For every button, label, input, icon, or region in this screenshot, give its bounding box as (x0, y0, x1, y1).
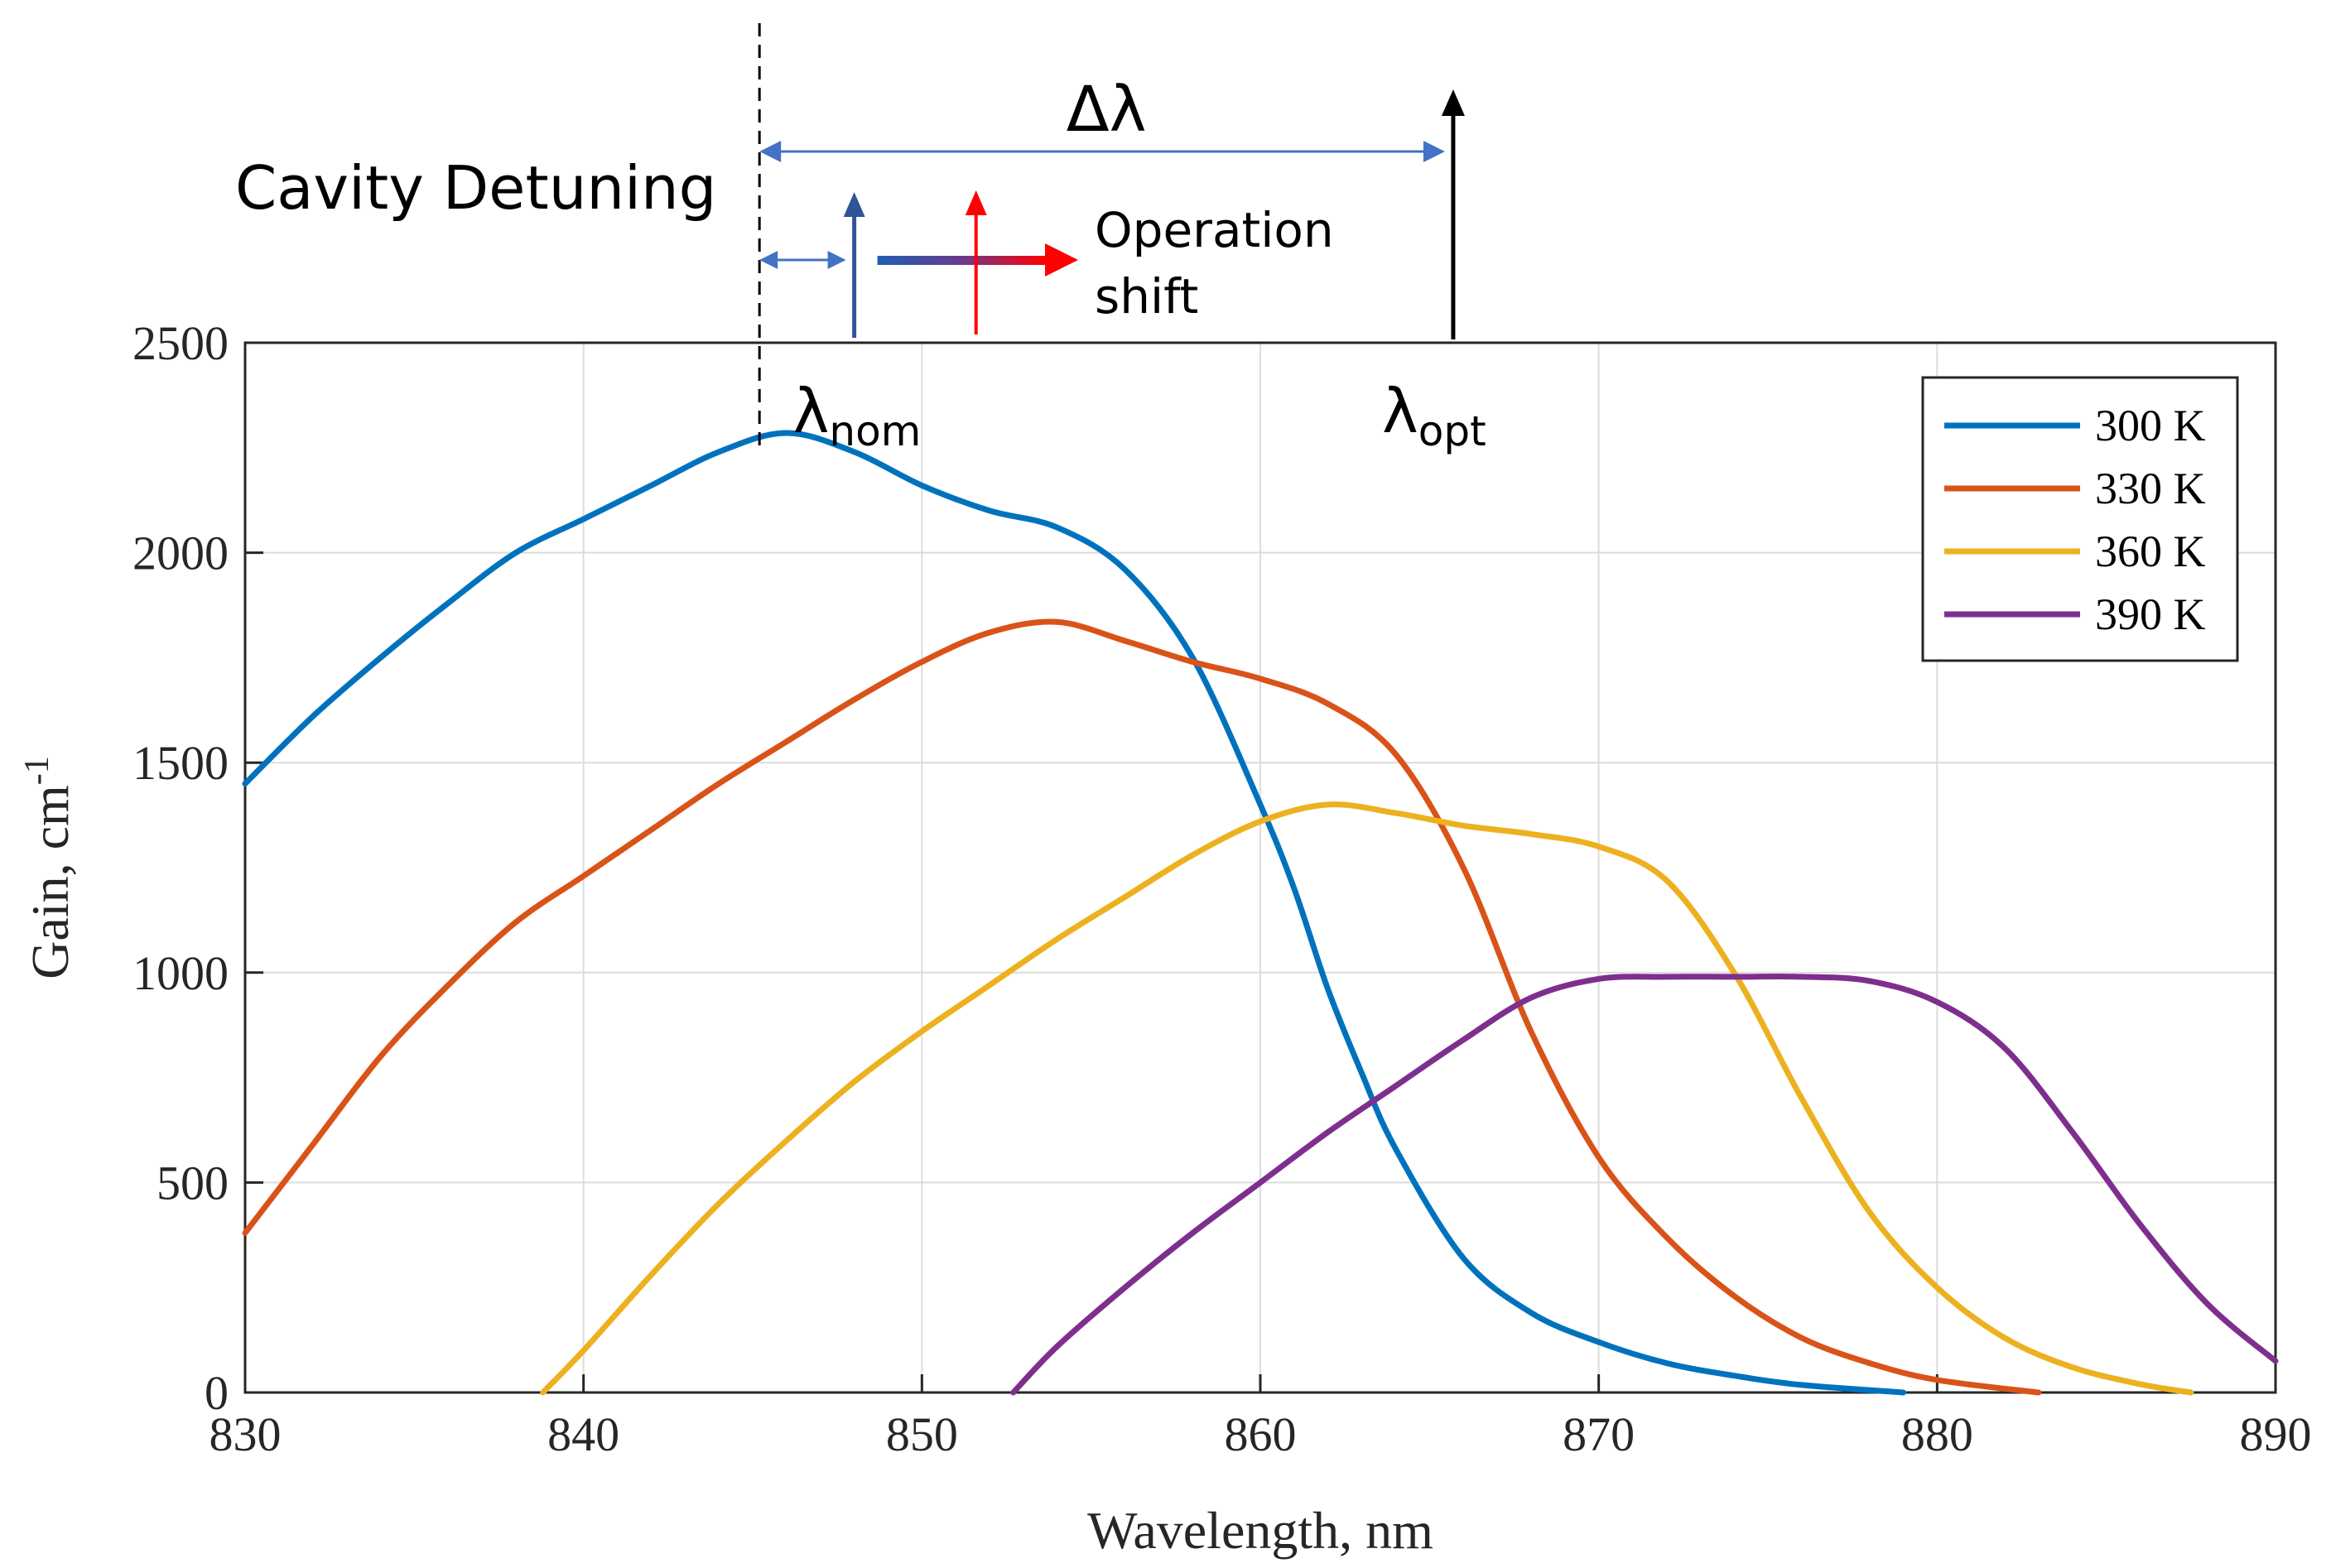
plot-area-frame (243, 341, 2277, 1394)
series-line-330-k (242, 618, 2042, 1396)
y-axis-title-superscript: -1 (18, 756, 56, 785)
x-tick-labels: 830 840 850 860 870 880 890 (210, 1407, 2312, 1461)
lambda-nom-label: λnom (793, 376, 922, 455)
annotation-layer: Cavity Detuning Δλ O (235, 23, 1486, 455)
lambda-opt-arrow (1441, 89, 1465, 339)
small-detuning-arrow (759, 251, 846, 269)
legend: 300 K 330 K 360 K 390 K (1921, 376, 2239, 662)
x-tick-label: 830 (210, 1407, 282, 1461)
y-axis-title-main: Gain, cm (21, 785, 79, 979)
x-tick-label: 870 (1563, 1407, 1635, 1461)
lambda-opt-subscript: opt (1418, 407, 1486, 455)
y-tick-label: 500 (157, 1156, 229, 1210)
series-line-360-k (540, 801, 2194, 1396)
operation-shift-label-line1: Operation (1095, 202, 1334, 258)
lambda-opt-label: λopt (1382, 376, 1486, 455)
lambda-opt-symbol: λ (1382, 376, 1418, 447)
lambda-nom-arrow (843, 192, 865, 338)
legend-label: 390 K (2095, 589, 2206, 639)
operation-shift-label: Operation shift (1095, 202, 1349, 325)
operation-shift-red-arrow (965, 190, 987, 334)
lambda-nom-symbol: λ (793, 376, 830, 447)
x-tick-label: 880 (1901, 1407, 1973, 1461)
delta-lambda-label: Δλ (1067, 72, 1147, 146)
legend-label: 300 K (2095, 401, 2206, 450)
series-lines (242, 430, 2279, 1396)
y-tick-label: 1000 (132, 946, 229, 1000)
x-tick-label: 850 (886, 1407, 958, 1461)
y-axis-title: Gain, cm-1 (18, 756, 79, 979)
cavity-detuning-label: Cavity Detuning (235, 153, 716, 223)
x-tick-label: 890 (2240, 1407, 2312, 1461)
legend-label: 330 K (2095, 464, 2206, 513)
y-tick-label: 2500 (132, 316, 229, 370)
legend-entries: 300 K 330 K 360 K 390 K (1944, 401, 2206, 639)
operation-shift-arrow (877, 243, 1078, 277)
lambda-nom-subscript: nom (829, 407, 921, 455)
y-tick-label: 1500 (132, 736, 229, 790)
x-tick-label: 860 (1225, 1407, 1297, 1461)
x-tick-label: 840 (547, 1407, 619, 1461)
y-tick-labels: 0 500 1000 1500 2000 2500 (132, 316, 229, 1420)
series-line-300-k (242, 430, 1906, 1396)
series-line-390-k (1010, 974, 2279, 1396)
delta-lambda-arrow (759, 141, 1445, 162)
x-axis-title: Wavelength, nm (1087, 1501, 1433, 1560)
y-tick-label: 2000 (132, 527, 229, 580)
operation-shift-label-line2: shift (1095, 268, 1198, 325)
y-tick-label: 0 (205, 1366, 229, 1420)
legend-label: 360 K (2095, 527, 2206, 576)
